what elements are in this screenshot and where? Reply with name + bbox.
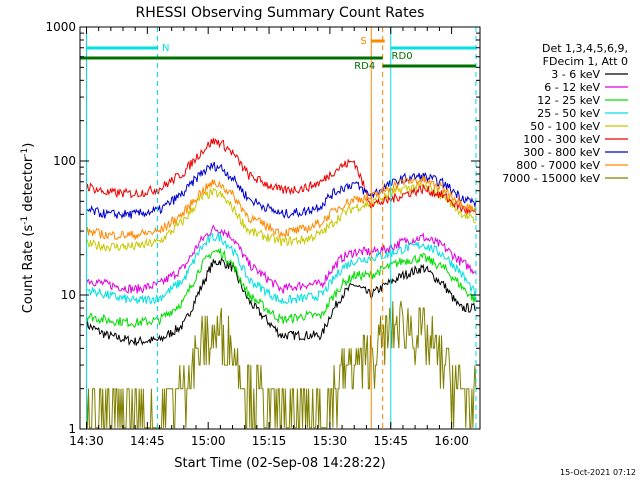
series-line <box>86 231 477 305</box>
series-line <box>86 248 477 328</box>
plot-frame <box>79 26 481 430</box>
series-line <box>86 175 477 241</box>
rd0-label: RD0 <box>392 51 413 62</box>
x-tick-label: 15:00 <box>191 434 226 448</box>
series-line <box>86 138 477 215</box>
x-tick-label: 14:30 <box>69 434 104 448</box>
series-line <box>86 161 477 220</box>
series-line <box>86 181 476 253</box>
x-tick-label: 15:15 <box>252 434 287 448</box>
legend-label: 50 - 100 keV <box>530 120 600 133</box>
x-tick-label: 15:45 <box>373 434 408 448</box>
legend-label: 300 - 800 keV <box>523 146 600 159</box>
s-label: S <box>360 36 366 47</box>
x-axis-label: Start Time (02-Sep-08 14:28:22) <box>174 456 385 471</box>
legend-header-line-2: FDecim 1, Att 0 <box>543 55 628 68</box>
legend-label: 800 - 7000 keV <box>516 159 600 172</box>
x-tick-label: 16:00 <box>434 434 469 448</box>
legend-label: 3 - 6 keV <box>551 68 600 81</box>
y-tick-label: 100 <box>53 154 76 168</box>
y-axis-label: Count Rate (s-1 detector-1) <box>20 143 36 314</box>
legend: Det 1,3,4,5,6,9, FDecim 1, Att 0 3 - 6 k… <box>502 42 628 185</box>
legend-label: 100 - 300 keV <box>523 133 600 146</box>
series-line <box>86 257 477 346</box>
series-line <box>86 224 477 294</box>
y-tick-label: 1 <box>68 422 76 436</box>
plot-area: N S RD4 RD0 <box>80 27 477 429</box>
legend-header-line-1: Det 1,3,4,5,6,9, <box>542 42 628 55</box>
legend-label: 7000 - 15000 keV <box>502 172 600 185</box>
chart-title: RHESSI Observing Summary Count Rates <box>136 5 425 21</box>
n-label: N <box>162 43 169 54</box>
x-tick-label: 14:45 <box>130 434 165 448</box>
y-tick-label: 10 <box>61 288 76 302</box>
legend-label: 12 - 25 keV <box>537 94 600 107</box>
x-axis: 14:30 14:45 15:00 15:15 15:30 15:45 16:00 <box>69 27 469 448</box>
legend-label: 6 - 12 keV <box>544 81 600 94</box>
y-tick-label: 1000 <box>45 20 76 34</box>
x-tick-label: 15:30 <box>313 434 348 448</box>
rd4-label: RD4 <box>354 61 375 72</box>
series-line <box>86 301 477 429</box>
timestamp: 15-Oct-2021 07:12 <box>560 468 636 477</box>
y-axis: 1 10 100 1000 <box>45 20 480 436</box>
legend-label: 25 - 50 keV <box>537 107 600 120</box>
